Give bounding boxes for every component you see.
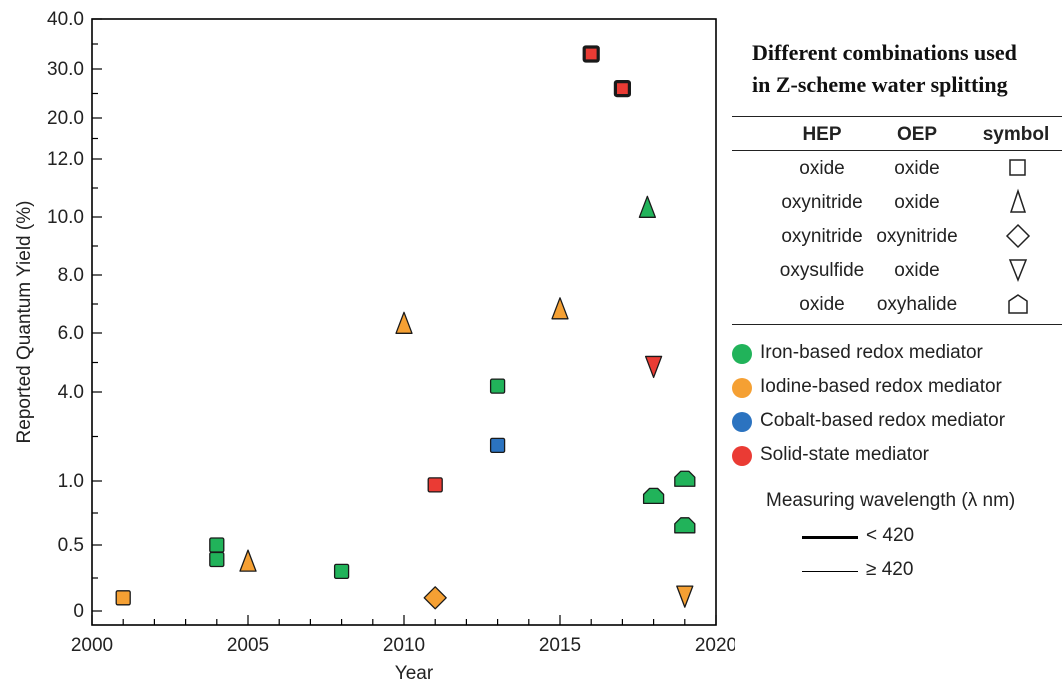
iodine-triangle-up-marker [551, 297, 569, 320]
legend-panel: Different combinations used in Z-scheme … [732, 0, 1062, 681]
solid-state-mediator-label: Solid-state mediator [760, 444, 929, 465]
row-oep-5: oxyhalide [876, 294, 958, 315]
iron-mediator-dot-icon [732, 344, 752, 364]
cobalt-square-marker [489, 437, 506, 454]
y-tick-label: 4.0 [58, 382, 84, 403]
y-tick-label: 30.0 [47, 59, 84, 80]
x-axis-label: Year [395, 663, 434, 681]
row-hep-4: oxysulfide [779, 260, 865, 281]
y-tick-label: 40.0 [47, 9, 84, 30]
wavelength-thin-label: ≥ 420 [866, 559, 914, 580]
solid-state-square-marker [613, 79, 632, 98]
thin-line-icon [802, 571, 858, 572]
pentagon-symbol-icon [1008, 294, 1028, 314]
x-tick-label: 2020 [695, 635, 735, 656]
wavelength-thick-label: < 420 [866, 525, 915, 546]
solid-state-square-marker [427, 477, 443, 493]
row-hep-5: oxide [799, 294, 845, 315]
row-hep-1: oxide [799, 158, 845, 179]
wavelength-title: Measuring wavelength (λ nm) [766, 490, 1016, 511]
y-tick-label: 0 [73, 601, 84, 622]
header-oep: OEP [896, 124, 938, 145]
row-oep-1: oxide [894, 158, 940, 179]
iron-mediator-label: Iron-based redox mediator [760, 342, 983, 363]
iodine-triangle-up-marker [239, 549, 257, 572]
y-tick-label: 12.0 [47, 149, 84, 170]
iron-pentagon-marker [674, 470, 696, 487]
iodine-mediator-dot-icon [732, 378, 752, 398]
row-oep-4: oxide [894, 260, 940, 281]
row-oep-3: oxynitride [876, 226, 958, 247]
iodine-triangle-down-marker [676, 585, 694, 608]
table-bottom-rule [732, 324, 1062, 325]
table-top-rule [732, 116, 1062, 117]
y-tick-label: 8.0 [58, 265, 84, 286]
iron-square-marker [333, 563, 350, 580]
legend-mediator-iodine: Iodine-based redox mediator [732, 376, 1062, 402]
row-oep-2: oxide [894, 192, 940, 213]
y-tick-label: 0.5 [58, 535, 84, 556]
x-tick-label: 2010 [383, 635, 425, 656]
cobalt-mediator-label: Cobalt-based redox mediator [760, 410, 1006, 431]
header-symbol: symbol [982, 124, 1050, 145]
iron-square-marker [209, 551, 225, 568]
iodine-square-marker [115, 590, 131, 606]
thick-line-icon [802, 536, 858, 539]
iron-triangle-up-marker [638, 195, 657, 218]
iron-square-marker [209, 537, 225, 553]
triangle-down-symbol-icon [1008, 259, 1028, 283]
y-tick-label: 1.0 [58, 471, 84, 492]
iodine-mediator-label: Iodine-based redox mediator [760, 376, 1002, 397]
legend-mediator-solid-state: Solid-state mediator [732, 444, 1062, 470]
legend-mediator-cobalt: Cobalt-based redox mediator [732, 410, 1062, 436]
square-symbol-icon [1009, 159, 1026, 176]
y-tick-label: 6.0 [58, 323, 84, 344]
y-axis-label: Reported Quantum Yield (%) [14, 201, 35, 444]
header-hep: HEP [802, 124, 842, 145]
iron-pentagon-marker [674, 517, 696, 534]
y-tick-label: 20.0 [47, 108, 84, 129]
x-tick-label: 2000 [71, 635, 113, 656]
row-hep-2: oxynitride [781, 192, 863, 213]
diamond-symbol-icon [1005, 223, 1031, 249]
legend-mediator-iron: Iron-based redox mediator [732, 342, 1062, 368]
quantum-yield-chart: 2000 2005 2010 2015 2020 0 0.5 1.0 4.0 6.0 8.0 10.0… [14, 9, 735, 681]
legend-title-line-1: Different combinations used [752, 40, 1017, 65]
iron-square-marker [489, 378, 506, 394]
solid-state-square-marker [582, 45, 600, 63]
legend-title-line-2: in Z-scheme water splitting [752, 72, 1008, 97]
solid-state-triangle-down-marker [644, 355, 663, 379]
row-hep-3: oxynitride [781, 226, 863, 247]
iodine-diamond-marker [423, 586, 447, 610]
table-header-rule [732, 150, 1062, 151]
x-tick-label: 2015 [539, 635, 581, 656]
y-tick-label: 10.0 [47, 207, 84, 228]
cobalt-mediator-dot-icon [732, 412, 752, 432]
solid-state-mediator-dot-icon [732, 446, 752, 466]
iodine-triangle-up-marker [395, 311, 413, 334]
triangle-up-symbol-icon [1009, 188, 1027, 213]
iron-pentagon-marker [642, 487, 665, 505]
x-tick-label: 2005 [227, 635, 269, 656]
